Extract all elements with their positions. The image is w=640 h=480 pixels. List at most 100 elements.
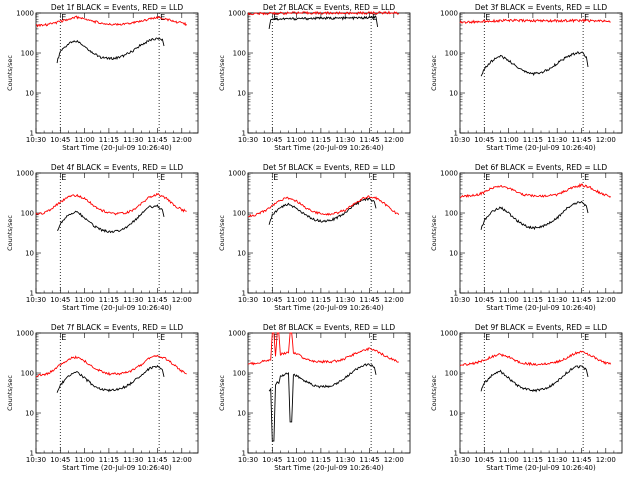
event-rate-line xyxy=(56,364,165,393)
x-tick-label: 11:15 xyxy=(99,296,119,304)
x-tick-label: 10:30 xyxy=(450,136,470,144)
event-rate-line xyxy=(268,197,377,225)
x-axis-label: Start Time (20-Jul-09 10:26:40) xyxy=(62,464,172,472)
lld-rate-line xyxy=(35,15,188,28)
y-tick-label: 10 xyxy=(237,90,246,98)
y-tick-label: 100 xyxy=(233,50,246,58)
panel-9: Det 9f BLACK = Events, RED = LLD 1 10 100 10… xyxy=(430,323,623,472)
x-tick-label: 12:00 xyxy=(596,296,616,304)
y-tick-label: 10 xyxy=(237,250,246,258)
panel-title: Det 2f BLACK = Events, RED = LLD xyxy=(263,3,396,12)
x-axis-label: Start Time (20-Jul-09 10:26:40) xyxy=(62,144,172,152)
x-axis-label: Start Time (20-Jul-09 10:26:40) xyxy=(62,304,172,312)
y-tick-label: 1000 xyxy=(440,10,458,18)
event-rate-line xyxy=(56,204,165,234)
event-marker-label: E xyxy=(485,13,490,22)
x-tick-label: 12:00 xyxy=(172,456,192,464)
x-tick-label: 11:30 xyxy=(123,136,143,144)
x-tick-label: 11:00 xyxy=(287,296,307,304)
event-marker-label: E xyxy=(584,173,589,182)
event-marker-label: E xyxy=(61,173,66,182)
x-tick-label: 10:30 xyxy=(450,296,470,304)
y-tick-label: 100 xyxy=(233,370,246,378)
y-axis-label: Counts/sec xyxy=(6,375,14,411)
y-axis-label: Counts/sec xyxy=(6,55,14,91)
y-tick-label: 1000 xyxy=(16,10,34,18)
y-tick-label: 1000 xyxy=(16,170,34,178)
lld-rate-line xyxy=(459,18,611,24)
event-marker-label: E xyxy=(372,333,377,342)
panel-title: Det 8f BLACK = Events, RED = LLD xyxy=(263,323,396,332)
x-tick-label: 11:15 xyxy=(311,456,331,464)
x-tick-label: 11:45 xyxy=(147,136,167,144)
x-tick-label: 10:45 xyxy=(262,456,282,464)
x-tick-label: 12:00 xyxy=(172,296,192,304)
x-tick-label: 11:00 xyxy=(287,136,307,144)
x-tick-label: 10:45 xyxy=(50,136,70,144)
x-tick-label: 11:45 xyxy=(147,296,167,304)
y-tick-label: 10 xyxy=(25,90,34,98)
x-tick-label: 11:15 xyxy=(523,136,543,144)
x-tick-label: 10:45 xyxy=(262,136,282,144)
lld-rate-line xyxy=(247,332,399,366)
y-axis-label: Counts/sec xyxy=(218,55,226,91)
x-axis-label: Start Time (20-Jul-09 10:26:40) xyxy=(274,304,384,312)
event-marker-label: E xyxy=(485,333,490,342)
x-tick-label: 10:45 xyxy=(474,136,494,144)
x-tick-label: 12:00 xyxy=(384,296,404,304)
y-axis-label: Counts/sec xyxy=(430,375,438,411)
x-tick-label: 11:15 xyxy=(523,296,543,304)
panel-2: Det 2f BLACK = Events, RED = LLD 1 10 100 10… xyxy=(218,3,411,152)
x-tick-label: 10:30 xyxy=(238,136,258,144)
x-axis-label: Start Time (20-Jul-09 10:26:40) xyxy=(486,144,596,152)
y-tick-label: 10 xyxy=(25,410,34,418)
event-marker-label: E xyxy=(160,13,165,22)
event-marker-label: E xyxy=(273,333,278,342)
panel-4: Det 4f BLACK = Events, RED = LLD 1 10 100 10… xyxy=(6,163,199,312)
x-tick-label: 11:45 xyxy=(359,296,379,304)
y-tick-label: 100 xyxy=(21,210,34,218)
panel-title: Det 9f BLACK = Events, RED = LLD xyxy=(475,323,608,332)
x-tick-label: 11:15 xyxy=(99,456,119,464)
x-tick-label: 11:30 xyxy=(335,296,355,304)
x-tick-label: 10:30 xyxy=(26,136,46,144)
event-marker-label: E xyxy=(160,333,165,342)
x-tick-label: 11:30 xyxy=(335,456,355,464)
y-tick-label: 100 xyxy=(445,370,458,378)
x-tick-label: 10:45 xyxy=(474,456,494,464)
x-tick-label: 11:00 xyxy=(499,296,519,304)
y-tick-label: 1 xyxy=(242,290,246,298)
event-rate-line xyxy=(268,15,379,29)
panel-7: Det 7f BLACK = Events, RED = LLD 1 10 100 10… xyxy=(6,323,199,472)
y-tick-label: 1 xyxy=(242,450,246,458)
x-tick-label: 11:00 xyxy=(287,456,307,464)
y-tick-label: 10 xyxy=(449,90,458,98)
x-tick-label: 11:15 xyxy=(523,456,543,464)
event-marker-label: E xyxy=(61,333,66,342)
y-tick-label: 1000 xyxy=(228,10,246,18)
x-tick-label: 11:45 xyxy=(359,456,379,464)
y-axis-label: Counts/sec xyxy=(6,215,14,251)
y-axis-label: Counts/sec xyxy=(430,55,438,91)
lld-rate-line xyxy=(247,10,400,16)
lld-rate-line xyxy=(35,192,187,216)
panel-5: Det 5f BLACK = Events, RED = LLD 1 10 100 10… xyxy=(218,163,411,312)
y-tick-label: 100 xyxy=(233,210,246,218)
event-marker-label: E xyxy=(584,333,589,342)
y-tick-label: 10 xyxy=(237,410,246,418)
x-tick-label: 12:00 xyxy=(596,456,616,464)
x-tick-label: 12:00 xyxy=(596,136,616,144)
panel-title: Det 6f BLACK = Events, RED = LLD xyxy=(475,163,608,172)
x-tick-label: 12:00 xyxy=(384,456,404,464)
panel-title: Det 3f BLACK = Events, RED = LLD xyxy=(475,3,608,12)
event-marker-label: E xyxy=(61,13,66,22)
panel-8: Det 8f BLACK = Events, RED = LLD 1 10 100 10… xyxy=(218,323,411,472)
x-tick-label: 11:15 xyxy=(311,136,331,144)
x-axis-label: Start Time (20-Jul-09 10:26:40) xyxy=(274,144,384,152)
x-tick-label: 10:30 xyxy=(26,456,46,464)
x-tick-label: 11:30 xyxy=(123,296,143,304)
y-tick-label: 1 xyxy=(242,130,246,138)
x-tick-label: 11:45 xyxy=(571,456,591,464)
event-rate-line xyxy=(480,200,589,231)
y-tick-label: 1 xyxy=(454,130,458,138)
